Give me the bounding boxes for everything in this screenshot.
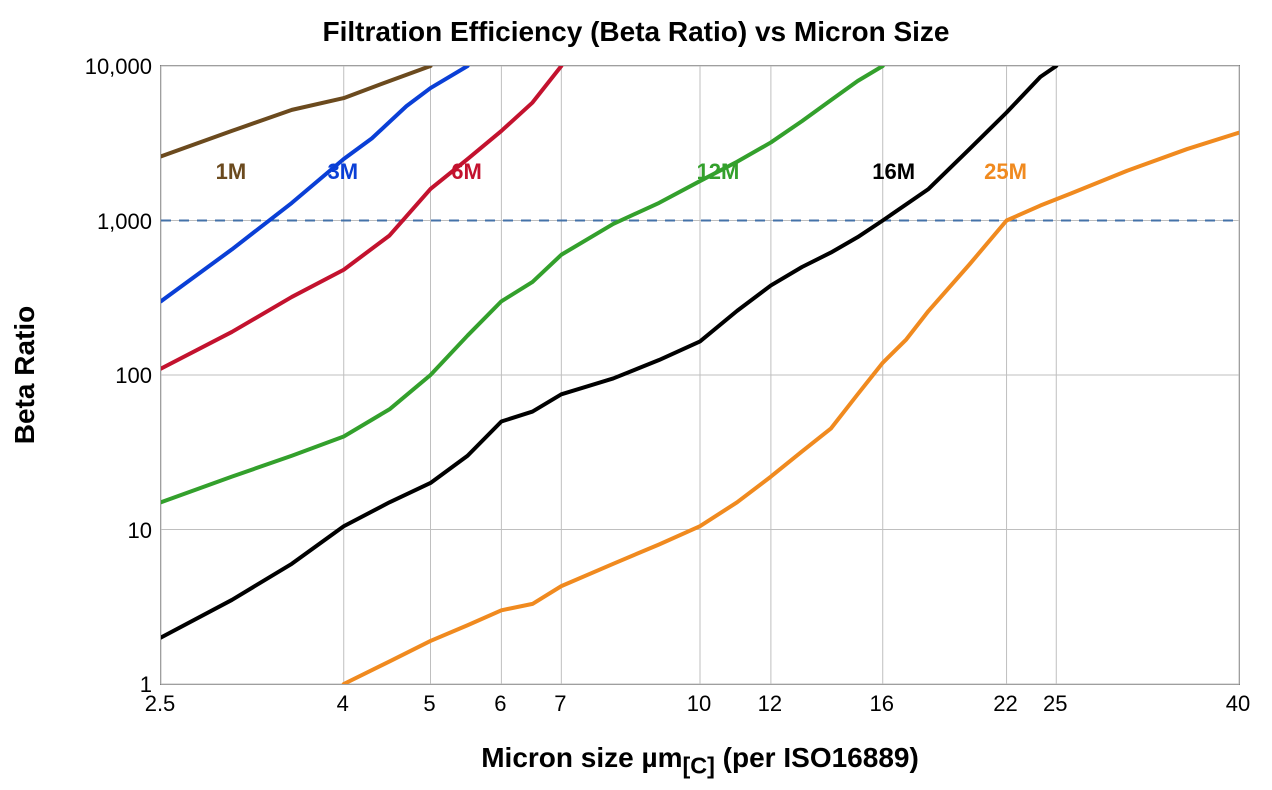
x-tick-label: 25 bbox=[1043, 691, 1067, 717]
series-line-3M bbox=[161, 66, 468, 301]
chart-container: Filtration Efficiency (Beta Ratio) vs Mi… bbox=[0, 0, 1272, 790]
y-tick-label: 10,000 bbox=[85, 54, 152, 80]
series-label-25M: 25M bbox=[984, 159, 1027, 185]
series-line-25M bbox=[344, 133, 1239, 684]
series-label-6M: 6M bbox=[451, 159, 482, 185]
series-label-12M: 12M bbox=[697, 159, 740, 185]
y-tick-label: 10 bbox=[128, 518, 152, 544]
x-tick-label: 7 bbox=[554, 691, 566, 717]
x-tick-label: 16 bbox=[869, 691, 893, 717]
chart-title: Filtration Efficiency (Beta Ratio) vs Mi… bbox=[0, 16, 1272, 48]
y-tick-label: 100 bbox=[115, 363, 152, 389]
x-tick-label: 2.5 bbox=[145, 691, 176, 717]
series-label-1M: 1M bbox=[216, 159, 247, 185]
x-tick-label: 12 bbox=[758, 691, 782, 717]
y-axis-label: Beta Ratio bbox=[9, 306, 41, 444]
x-tick-label: 6 bbox=[494, 691, 506, 717]
series-line-16M bbox=[161, 66, 1056, 637]
x-tick-label: 5 bbox=[423, 691, 435, 717]
series-line-1M bbox=[161, 66, 431, 156]
x-tick-label: 4 bbox=[337, 691, 349, 717]
x-axis-label: Micron size µm[C] (per ISO16889) bbox=[481, 742, 919, 780]
series-label-16M: 16M bbox=[872, 159, 915, 185]
series-label-3M: 3M bbox=[327, 159, 358, 185]
x-tick-label: 40 bbox=[1226, 691, 1250, 717]
x-tick-label: 10 bbox=[687, 691, 711, 717]
x-tick-label: 22 bbox=[993, 691, 1017, 717]
y-tick-label: 1,000 bbox=[97, 209, 152, 235]
